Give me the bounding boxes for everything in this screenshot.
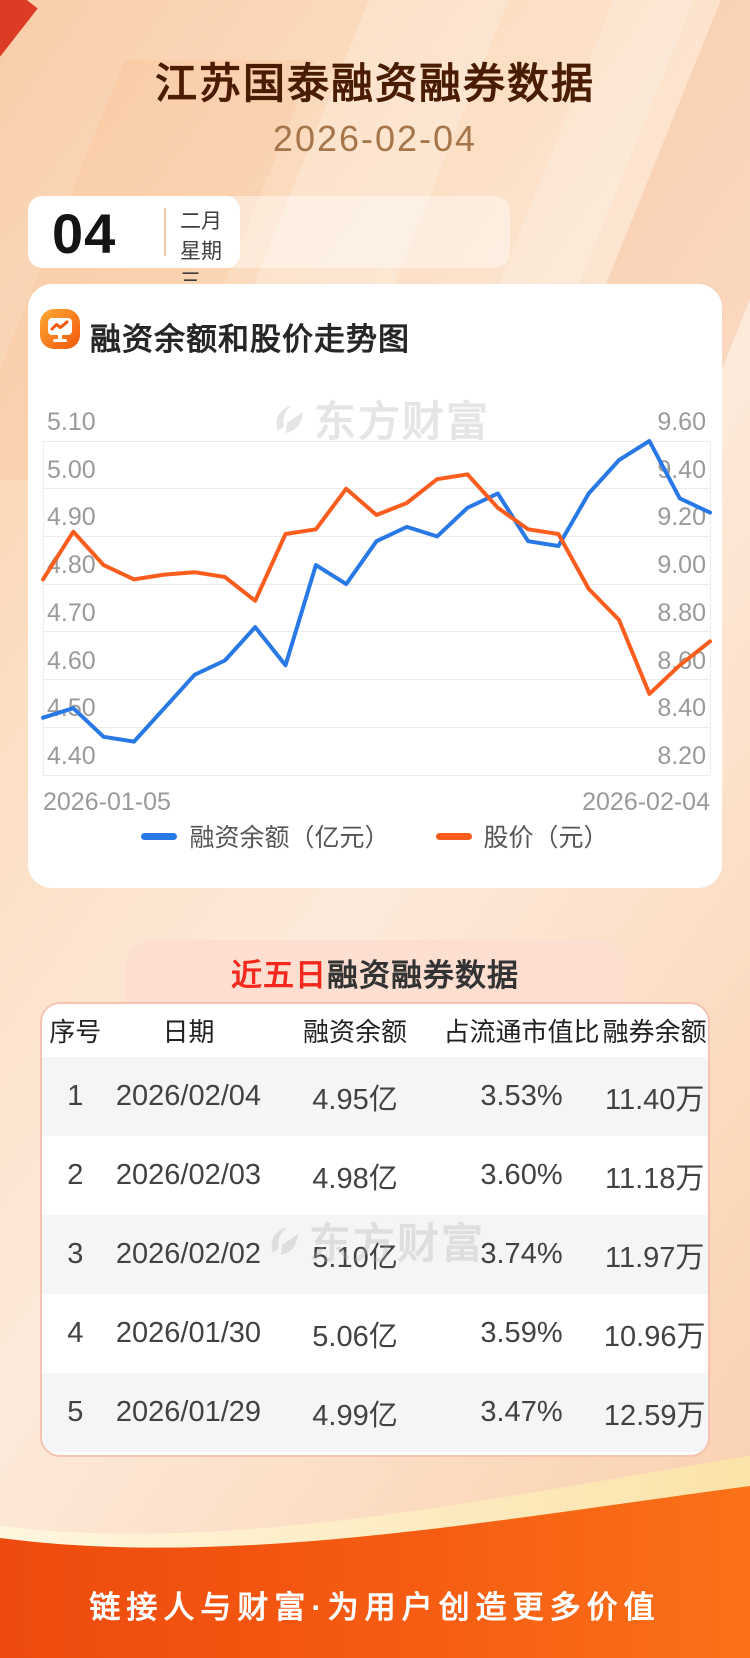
right-axis-tick: 8.80 [657,598,706,627]
table-cell: 3.53% [480,1080,563,1112]
table-cell: 2026/02/02 [115,1238,262,1270]
table-cell: 2026/01/29 [115,1396,262,1428]
left-axis-tick: 4.40 [47,742,96,770]
gridline [43,774,710,776]
table-cell: 2 [67,1159,84,1191]
date-month: 二月 [180,210,222,233]
x-axis-end-label: 2026-02-04 [582,788,710,816]
table-row: 1 2026/02/04 4.95亿 3.53% 11.40万 [42,1057,708,1136]
left-axis-tick: 4.60 [47,646,96,675]
table-cell: 3 [67,1238,84,1270]
page-date: 2026-02-04 [272,118,478,159]
table-row: 5 2026/01/29 4.99亿 3.47% 12.59万 [42,1373,708,1452]
chart-card [28,284,722,888]
table-header-cell: 融券余额 [602,1017,707,1047]
table-cell: 2026/02/04 [115,1080,262,1112]
page-title: 江苏国泰融资融券数据 [154,60,595,107]
table-title-rest: 融资融券数据 [327,958,519,993]
table-cell: 2026/02/03 [115,1159,262,1191]
table-title-highlight: 近五日 [231,958,327,993]
right-axis-tick: 8.20 [657,742,706,770]
x-axis-start-label: 2026-01-05 [43,788,171,816]
chart-plot-area: 5.10 9.60 5.00 9.40 4.90 9.20 4.80 9.00 4.70 8.80… [42,408,711,776]
table-cell: 10.96万 [603,1320,706,1353]
footer-slogan: 链接人与财富·为用户创造更多价值 [89,1590,661,1625]
left-axis-tick: 4.80 [47,551,96,580]
trend-monitor-icon [40,309,80,349]
chart-section-title: 融资余额和股价走势图 [90,322,410,357]
table-cell: 2026/01/30 [115,1317,262,1349]
table-row: 3 2026/02/02 5.10亿 3.74% 11.97万 [42,1215,708,1294]
line-series-1 [41,472,712,696]
gridline [43,488,710,490]
legend-item-price: 股价（元） [435,818,609,854]
table-cell: 4.99亿 [312,1399,398,1432]
table-cell: 11.18万 [604,1162,705,1195]
table-row: 4 2026/01/30 5.06亿 3.59% 10.96万 [42,1294,708,1373]
table-cell: 3.47% [480,1396,563,1428]
legend-item-balance: 融资余额（亿元） [141,818,390,854]
table-header-cell: 占流通市值比 [443,1017,600,1047]
left-axis-tick: 4.90 [47,503,96,532]
date-card-divider [164,208,166,256]
left-axis-tick: 5.00 [47,455,96,484]
table-cell: 12.59万 [603,1399,706,1432]
table-cell: 4 [67,1317,84,1349]
gridline [43,679,710,681]
right-axis-tick: 8.40 [657,694,706,723]
gridline [43,535,710,537]
date-card: 04 二月 星期三 [28,196,240,293]
gridline [43,583,710,585]
five-day-table: 序号 日期 融资余额 占流通市值比 融券余额 1 2026/02/04 4.95亿 3.53%… [40,1002,710,1457]
table-row: 2 2026/02/03 4.98亿 3.60% 11.18万 [42,1136,708,1215]
legend-mark-balance [141,832,178,840]
table-body: 1 2026/02/04 4.95亿 3.53% 11.40万 2 2026/02/03 4.… [42,1057,708,1452]
table-cell: 5.06亿 [312,1320,398,1353]
left-axis-tick: 4.70 [47,598,96,627]
date-day: 04 [52,202,117,265]
table-cell: 4.95亿 [312,1083,398,1116]
table-header-cell: 日期 [162,1017,215,1047]
table-cell: 5.10亿 [312,1241,398,1274]
table-cell: 5 [67,1396,84,1428]
legend-label-balance: 融资余额（亿元） [189,824,390,852]
chart-lines [41,439,712,744]
gridline [43,440,710,442]
table-section-title: 近五日融资融券数据 [0,950,750,995]
gridline [43,631,710,633]
right-axis-tick: 9.00 [657,551,706,580]
plot-border [42,441,44,775]
table-cell: 3.60% [480,1159,563,1191]
footer-wave [0,1456,750,1658]
chart-legend: 融资余额（亿元） 股价（元） [0,818,750,854]
table-header-row: 序号 日期 融资余额 占流通市值比 融券余额 [42,1004,708,1057]
table-cell: 11.97万 [604,1241,705,1274]
plot-border [709,441,711,775]
table-header-cell: 融资余额 [302,1017,407,1047]
table-cell: 3.59% [480,1317,563,1349]
table-cell: 1 [67,1080,84,1112]
right-axis-tick: 9.60 [657,408,706,436]
table-cell: 4.98亿 [312,1162,398,1195]
table-cell: 11.40万 [604,1083,705,1116]
gridline [43,726,710,728]
legend-mark-price [435,832,472,840]
left-axis-tick: 5.10 [47,408,96,436]
table-header-cell: 序号 [49,1017,102,1047]
legend-label-price: 股价（元） [483,824,609,852]
table-cell: 3.74% [480,1238,563,1270]
line-series-0 [41,439,712,744]
